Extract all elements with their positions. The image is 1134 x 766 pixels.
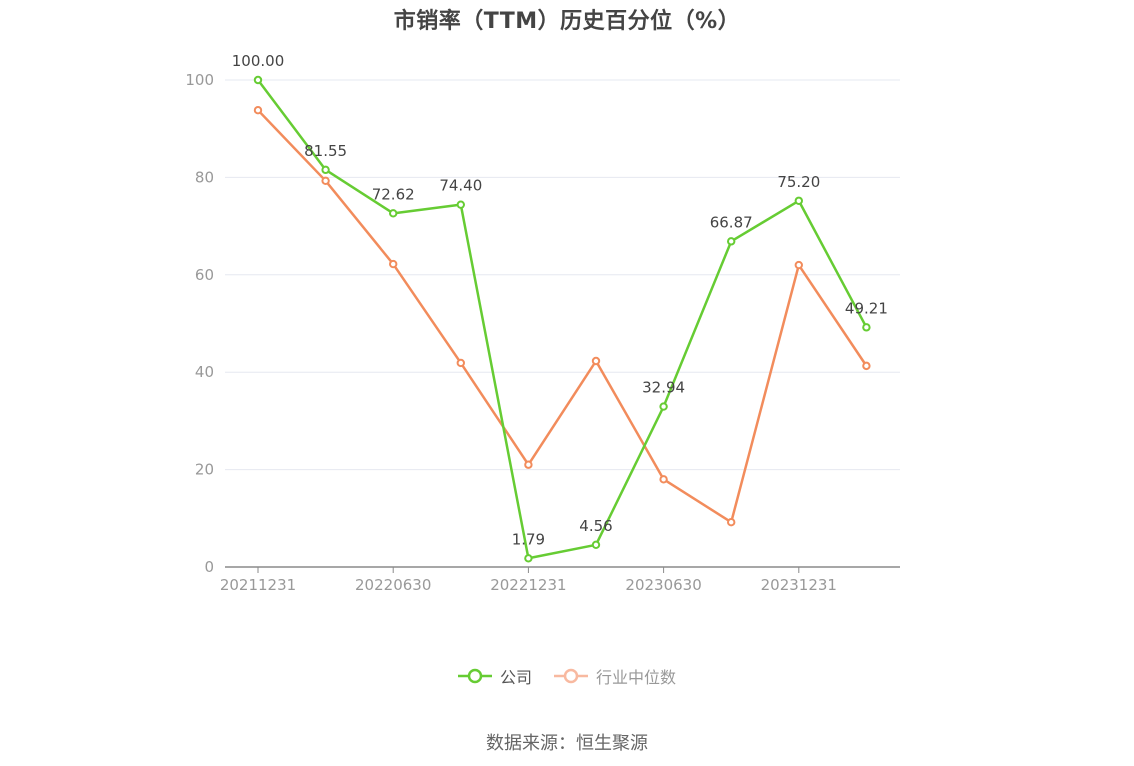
company-point xyxy=(389,209,398,218)
x-tick-label: 20221231 xyxy=(490,576,566,594)
y-tick-label: 40 xyxy=(195,363,214,381)
company-point xyxy=(862,323,871,332)
data-labels: 100.00 81.55 72.62 74.40 1.79 4.56 32.94 66.87 7… xyxy=(232,52,888,548)
series-lines xyxy=(253,75,871,563)
chart-title: 市销率（TTM）历史百分位（%） xyxy=(393,9,741,34)
industry-median-point xyxy=(524,460,533,469)
company-data-label: 100.00 xyxy=(232,52,285,70)
legend-industry-label: 行业中位数 xyxy=(596,668,677,687)
company-point xyxy=(456,200,465,209)
industry-median-point xyxy=(794,260,803,270)
y-tick-label: 0 xyxy=(204,558,214,576)
company-point xyxy=(727,237,736,246)
y-tick-label: 100 xyxy=(185,71,214,89)
company-data-label: 49.21 xyxy=(845,299,888,317)
axes: 0 20 40 60 80 100 20211231 20220630 20221231 2023… xyxy=(185,71,900,594)
company-data-label: 32.94 xyxy=(642,379,685,397)
source-note: 数据来源：恒生聚源 xyxy=(486,733,648,754)
x-tick-label: 20231231 xyxy=(761,576,837,594)
legend-company-icon xyxy=(457,668,492,684)
y-tick-label: 80 xyxy=(195,168,214,186)
company-data-label: 74.40 xyxy=(439,177,482,195)
y-tick-label: 60 xyxy=(195,266,214,284)
company-point xyxy=(794,196,803,205)
company-point xyxy=(591,540,601,549)
legend-item-company[interactable]: 公司 xyxy=(457,664,532,688)
legend-item-industry-median[interactable]: 行业中位数 xyxy=(554,664,676,688)
company-data-label: 66.87 xyxy=(710,213,753,231)
company-point xyxy=(253,75,263,85)
company-point xyxy=(524,554,533,563)
industry-median-point xyxy=(321,176,330,186)
company-line xyxy=(257,79,868,560)
company-point xyxy=(321,165,330,175)
company-data-label: 1.79 xyxy=(512,530,545,548)
x-tick-label: 20211231 xyxy=(220,576,296,594)
legend-company-label: 公司 xyxy=(499,668,532,687)
industry-median-point xyxy=(253,105,263,115)
y-tick-label: 20 xyxy=(195,461,214,479)
industry-median-point xyxy=(862,361,871,371)
industry-median-point xyxy=(591,356,601,366)
legend: 公司 行业中位数 xyxy=(0,664,1134,688)
legend-industry-icon xyxy=(554,668,588,684)
x-tick-label: 20230630 xyxy=(625,576,701,594)
company-data-label: 72.62 xyxy=(372,185,415,203)
company-data-label: 75.20 xyxy=(777,173,820,191)
industry-median-point xyxy=(389,259,398,269)
industry-median-point xyxy=(659,475,668,484)
industry-median-point xyxy=(727,517,736,527)
company-data-label: 81.55 xyxy=(304,142,347,160)
company-point xyxy=(659,402,668,411)
industry-median-line xyxy=(257,109,868,524)
x-tick-label: 20220630 xyxy=(355,576,431,594)
industry-median-point xyxy=(456,358,465,368)
company-data-label: 4.56 xyxy=(579,517,612,535)
